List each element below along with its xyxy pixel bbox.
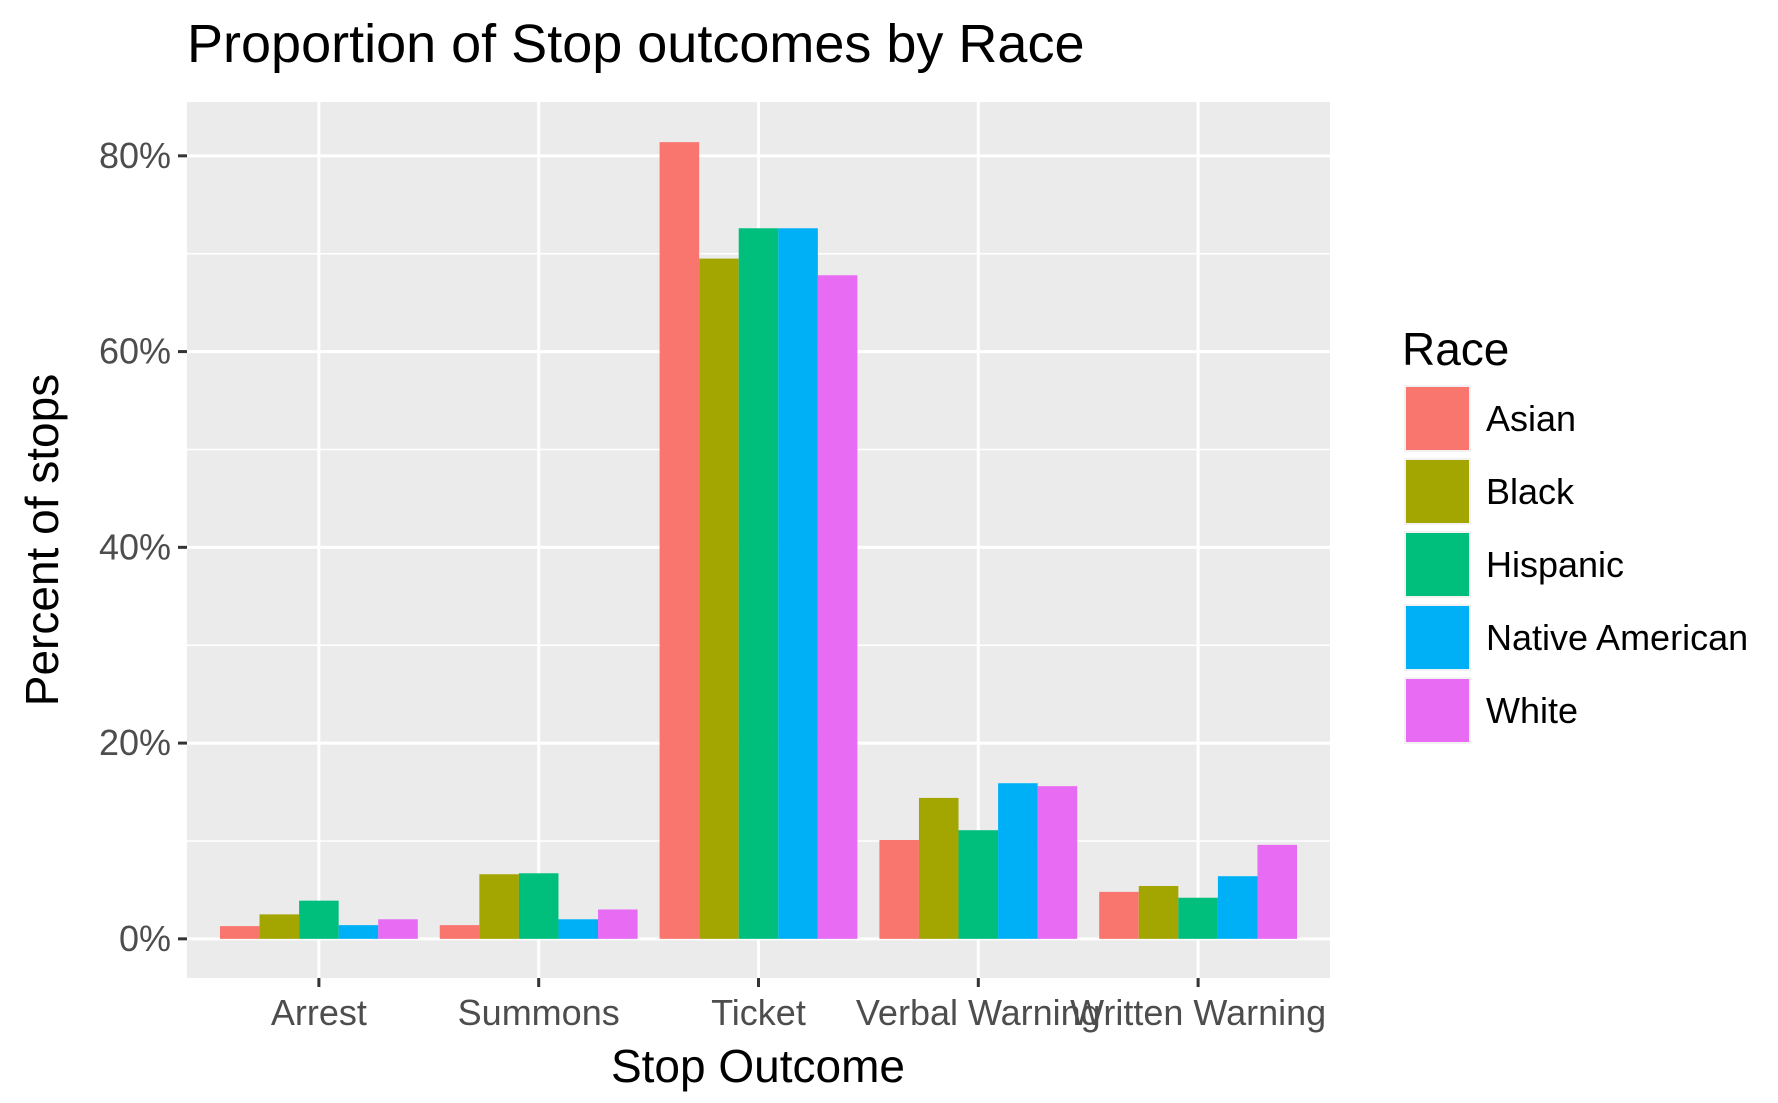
legend-label: White	[1486, 690, 1578, 731]
bar	[439, 925, 480, 939]
legend-label: Black	[1486, 471, 1575, 512]
bar	[918, 797, 959, 939]
legend: Race Asian Black Hispanic Native American Wh…	[1402, 323, 1748, 744]
x-tick-label: Verbal Warning	[856, 992, 1101, 1033]
y-tick-label: 0%	[119, 918, 171, 959]
legend-items: Asian Black Hispanic Native American White	[1404, 385, 1748, 744]
bar	[259, 914, 300, 939]
x-tick-label: Ticket	[711, 992, 806, 1033]
bars	[219, 142, 1298, 939]
y-axis: 0% 20% 40% 60% 80%	[99, 135, 187, 959]
legend-label: Hispanic	[1486, 544, 1624, 585]
bar	[738, 228, 779, 939]
bar	[518, 873, 559, 939]
x-tick-label: Written Warning	[1070, 992, 1326, 1033]
legend-label: Asian	[1486, 398, 1576, 439]
bar	[1178, 897, 1218, 939]
y-tick-label: 20%	[99, 722, 171, 763]
bar	[659, 142, 700, 939]
bar	[378, 919, 418, 939]
y-tick-label: 40%	[99, 526, 171, 567]
bar	[558, 919, 599, 939]
bar	[598, 909, 638, 939]
bar	[1099, 891, 1139, 939]
bar	[998, 783, 1038, 939]
bar	[1217, 876, 1258, 939]
legend-swatch	[1406, 387, 1469, 450]
legend-title: Race	[1402, 323, 1509, 375]
bar	[219, 926, 260, 939]
legend-swatch	[1406, 606, 1469, 669]
bar	[1037, 786, 1078, 939]
bar	[1257, 844, 1298, 939]
bar	[479, 874, 519, 939]
y-tick-label: 80%	[99, 135, 171, 176]
chart-title: Proportion of Stop outcomes by Race	[187, 14, 1085, 74]
bar	[817, 275, 858, 939]
x-axis-title: Stop Outcome	[611, 1040, 905, 1092]
y-tick-label: 60%	[99, 331, 171, 372]
y-axis-title: Percent of stops	[16, 374, 68, 706]
legend-swatch	[1406, 460, 1469, 523]
legend-swatch	[1406, 679, 1469, 742]
bar	[338, 925, 379, 939]
x-tick-label: Summons	[458, 992, 620, 1033]
legend-label: Native American	[1486, 617, 1748, 658]
x-axis: Arrest Summons Ticket Verbal WarningWritten…	[271, 978, 1326, 1033]
bar	[778, 228, 818, 939]
x-tick-label: Arrest	[271, 992, 367, 1033]
bar	[1138, 885, 1179, 939]
bar	[299, 900, 339, 939]
bar	[699, 258, 739, 939]
bar	[879, 839, 919, 939]
bar	[958, 830, 999, 939]
legend-swatch	[1406, 533, 1469, 596]
